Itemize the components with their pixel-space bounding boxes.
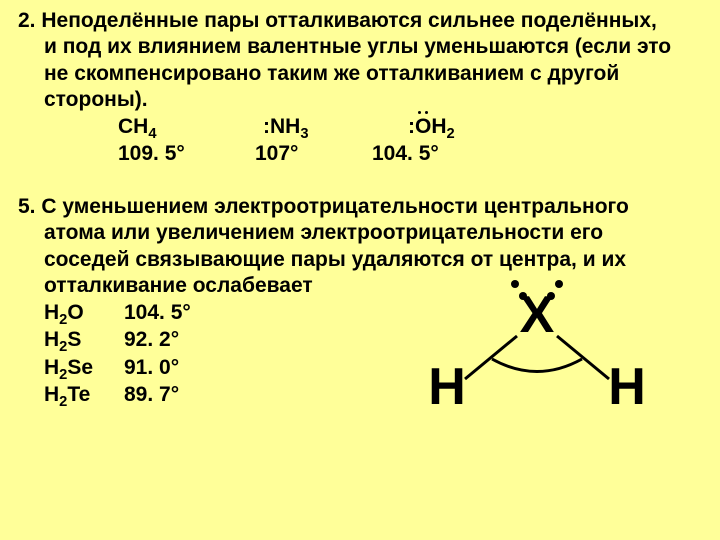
oh2-sub: 2 <box>447 126 455 142</box>
diagram-h-right: H <box>608 358 646 414</box>
s5-line2: атома или увеличением электроотрицательн… <box>18 220 603 246</box>
s2-line3: не скомпенсировано таким же отталкивание… <box>18 61 619 87</box>
angle-h2s: 92. 2° <box>124 328 179 355</box>
angle-nh3: 107° <box>255 142 325 166</box>
formula-oh2: :OH2 <box>408 115 498 142</box>
formula-nh3: :NH3 <box>263 115 353 142</box>
s2-line4: стороны). <box>18 87 148 113</box>
diagram-h-left: H <box>428 358 466 414</box>
section-2-number: 2. <box>18 9 36 32</box>
oh2-o: O <box>415 115 431 139</box>
formula-ch4: CH4 <box>118 115 208 142</box>
oh2-prefix: : <box>408 115 415 138</box>
oh2-h: H <box>431 115 446 138</box>
section-5-number: 5. <box>18 195 36 218</box>
mol-h2s: H2S <box>44 328 124 355</box>
mol-h2o: H2O <box>44 301 124 328</box>
diagram-x-label: X <box>520 286 555 344</box>
section-2: 2. Неподелённые пары отталкиваются сильн… <box>18 8 702 166</box>
formula-row-molecules: CH4 :NH3 :OH2 <box>18 115 702 142</box>
ch4-sub: 4 <box>148 126 156 142</box>
angle-h2se: 91. 0° <box>124 356 179 383</box>
angle-h2o: 104. 5° <box>124 301 191 328</box>
s2-line1: Неподелённые пары отталкиваются сильнее … <box>41 9 657 32</box>
hxh-diagram: X H H <box>417 264 657 414</box>
formula-row-angles: 109. 5° 107° 104. 5° <box>18 142 702 166</box>
nh3-prefix: : <box>263 115 270 138</box>
section-2-text: 2. Неподелённые пары отталкиваются сильн… <box>18 8 702 113</box>
s5-line1: С уменьшением электроотрицательности цен… <box>41 195 628 218</box>
ch4-pre: CH <box>118 115 148 138</box>
section-5: 5. С уменьшением электроотрицательности … <box>18 194 702 410</box>
angle-ch4: 109. 5° <box>118 142 208 166</box>
mol-h2se: H2Se <box>44 356 124 383</box>
nh3-sub: 3 <box>300 126 308 142</box>
s2-line2: и под их влиянием валентные углы уменьша… <box>18 34 671 60</box>
angle-h2te: 89. 7° <box>124 383 179 410</box>
angle-oh2: 104. 5° <box>372 142 462 166</box>
nh3-pre: NH <box>270 115 300 138</box>
mol-h2te: H2Te <box>44 383 124 410</box>
s5-line4: отталкивание ослабевает <box>18 273 313 299</box>
